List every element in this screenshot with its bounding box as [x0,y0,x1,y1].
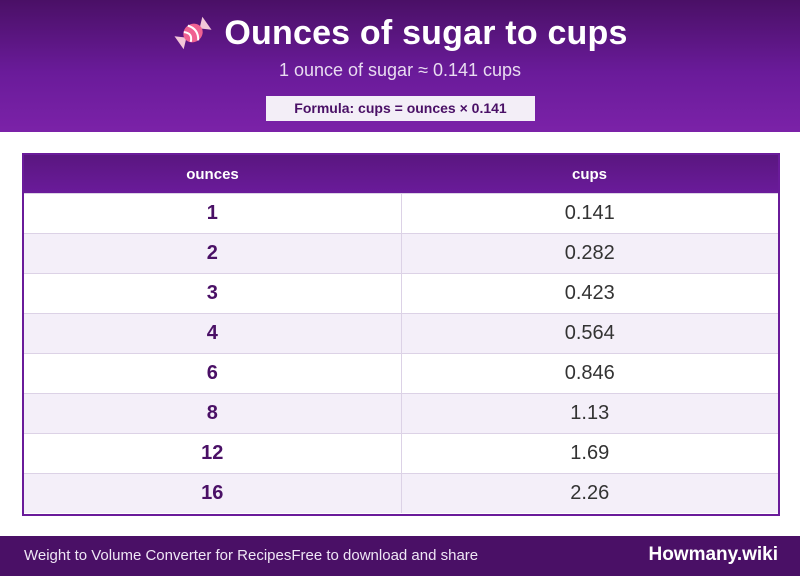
ounces-cell: 8 [24,393,402,434]
table-row: 1 0.141 [24,193,778,234]
ounces-cell: 4 [24,313,402,354]
ounces-cell: 1 [24,193,402,234]
formula-badge: Formula: cups = ounces × 0.141 [266,96,535,121]
conversion-table: ounces cups 1 0.141 2 0.282 3 0.423 4 0.… [22,153,780,516]
table-row: 12 1.69 [24,433,778,474]
header-banner: Ounces of sugar to cups 1 ounce of sugar… [0,0,800,132]
title-row: Ounces of sugar to cups [0,13,800,53]
cups-cell: 0.846 [401,353,778,394]
cups-cell: 2.26 [401,473,778,513]
page-title: Ounces of sugar to cups [224,13,628,52]
cups-cell: 0.282 [401,233,778,274]
ounces-cell: 12 [24,433,402,474]
ounces-cell: 6 [24,353,402,394]
column-header-cups: cups [401,155,778,194]
table-header-row: ounces cups [24,155,778,194]
cups-cell: 0.141 [401,193,778,234]
candy-icon [174,16,212,50]
footer-tagline: Weight to Volume Converter for RecipesFr… [24,547,479,564]
brand-logo[interactable]: Howmany.wiki [648,544,778,565]
cups-cell: 1.69 [401,433,778,474]
footer-bar: Weight to Volume Converter for RecipesFr… [0,536,800,576]
cups-cell: 0.564 [401,313,778,354]
page-subtitle: 1 ounce of sugar ≈ 0.141 cups [278,60,522,80]
cups-cell: 0.423 [401,273,778,314]
table-row: 4 0.564 [24,313,778,354]
table-row: 6 0.846 [24,353,778,394]
ounces-cell: 16 [24,473,402,513]
ounces-cell: 3 [24,273,402,314]
ounces-cell: 2 [24,233,402,274]
table-row: 8 1.13 [24,393,778,434]
table-row: 16 2.26 [24,473,778,513]
table-row: 2 0.282 [24,233,778,274]
column-header-ounces: ounces [24,155,401,194]
cups-cell: 1.13 [401,393,778,434]
table-row: 3 0.423 [24,273,778,314]
